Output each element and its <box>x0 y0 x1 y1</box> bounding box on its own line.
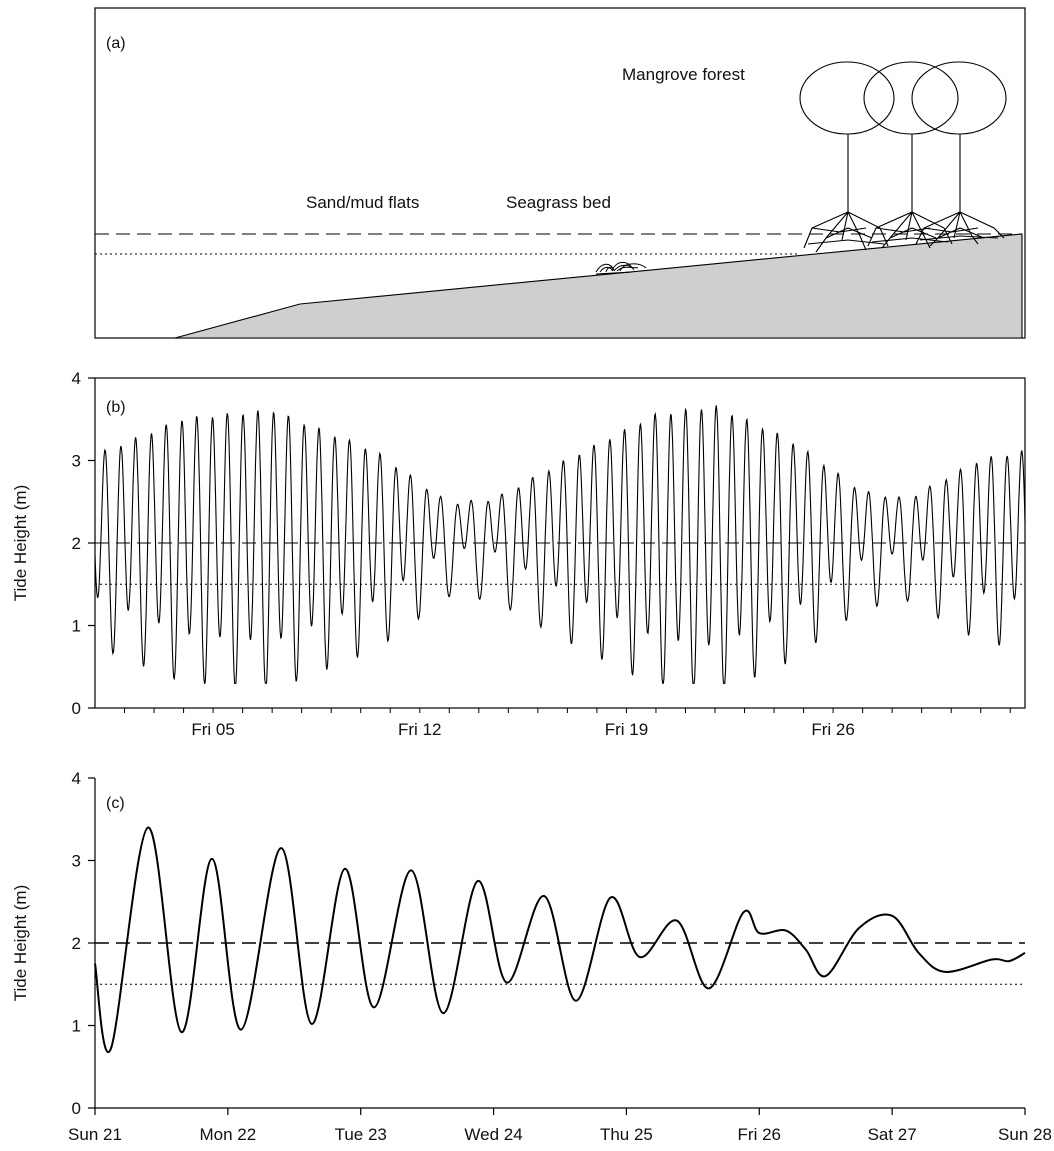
panel-b-xtick-label: Fri 26 <box>811 720 854 739</box>
panel-b-xtick-label: Fri 19 <box>605 720 648 739</box>
panel-c-chart: 0 1 2 3 4 Sun 21 Mon 22 Tue 23 Wed 24 Thu 25 Fri … <box>11 769 1052 1144</box>
panel-c-xtick-label: Mon 22 <box>200 1125 257 1144</box>
panel-c-ytick-label: 3 <box>72 852 81 871</box>
panel-b-ytick-label: 4 <box>72 369 81 388</box>
mangrove-icon <box>799 61 1007 253</box>
panel-c-label: (c) <box>106 795 125 812</box>
panel-c-xtick-label: Fri 26 <box>738 1125 781 1144</box>
panel-a-diagram: (a) Mangrove forest Sand/mud flats Seagr… <box>94 7 1026 339</box>
panel-c-ytick-label: 4 <box>72 769 81 788</box>
seagrass-label: Seagrass bed <box>506 193 611 212</box>
panel-b-ylabel: Tide Height (m) <box>11 485 30 602</box>
panel-b-series-line <box>94 405 1026 685</box>
panel-c-xtick-label: Tue 23 <box>335 1125 387 1144</box>
panel-c-ytick-label: 1 <box>72 1017 81 1036</box>
panel-c-xtick-label: Sat 27 <box>868 1125 917 1144</box>
panel-b-ytick-label: 3 <box>72 452 81 471</box>
panel-a-label: (a) <box>106 35 126 52</box>
panel-a-ground <box>174 233 1023 339</box>
panel-c-ytick-label: 2 <box>72 934 81 953</box>
panel-b-label: (b) <box>106 399 126 416</box>
panel-c-xtick-label: Sun 21 <box>68 1125 122 1144</box>
panel-b-ytick-label: 2 <box>72 534 81 553</box>
panel-b-ytick-label: 1 <box>72 617 81 636</box>
panel-c-xtick-label: Wed 24 <box>464 1125 522 1144</box>
panel-c-xtick-label: Sun 28 <box>998 1125 1052 1144</box>
panel-c-series-line <box>94 826 1026 1053</box>
panel-b-xtick-label: Fri 05 <box>191 720 234 739</box>
panel-c-ylabel: Tide Height (m) <box>11 885 30 1002</box>
panel-b-ytick-label: 0 <box>72 699 81 718</box>
sandmud-label: Sand/mud flats <box>306 193 419 212</box>
panel-b-xtick-label: Fri 12 <box>398 720 441 739</box>
seagrass-icon <box>595 261 647 275</box>
panel-b-chart: 0 1 2 3 4 Fri 05 Fri 12 Fri 19 Fri 26 (b) Tide … <box>11 369 1026 739</box>
panel-c-ytick-label: 0 <box>72 1099 81 1118</box>
panel-c-xtick-label: Thu 25 <box>600 1125 653 1144</box>
mangrove-label: Mangrove forest <box>622 65 745 84</box>
